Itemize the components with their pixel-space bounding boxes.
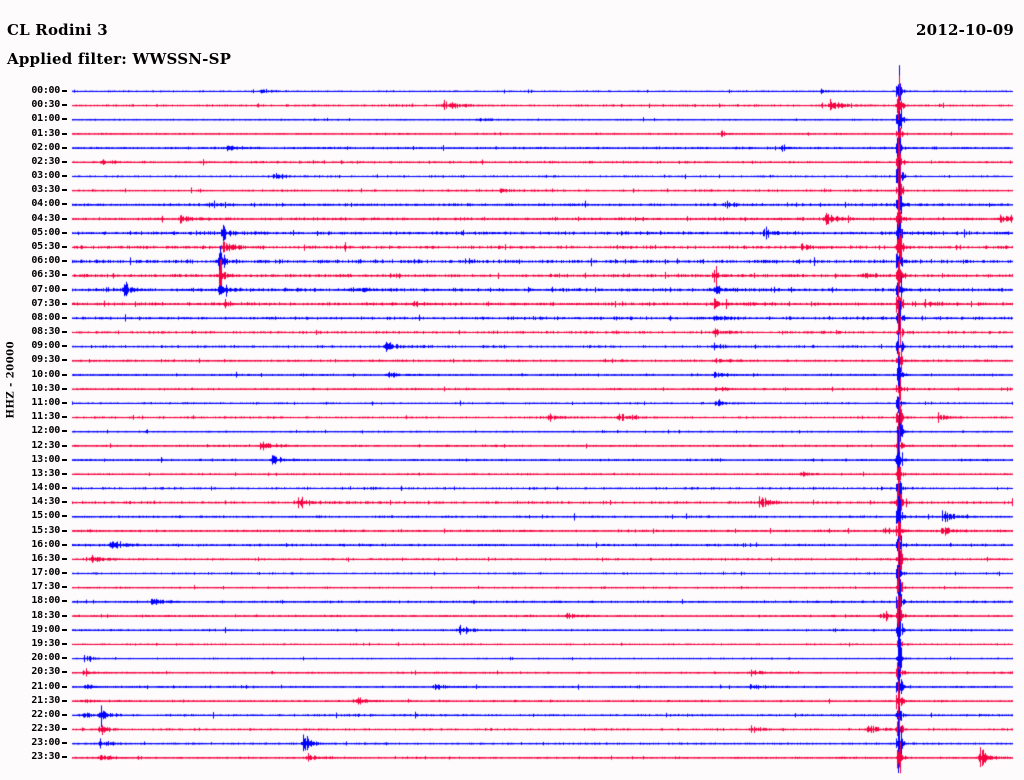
time-label: 22:00 — [31, 708, 60, 720]
time-label: 16:30 — [31, 552, 60, 564]
time-label: 10:30 — [31, 382, 60, 394]
time-label: 17:30 — [31, 581, 60, 593]
time-label: 21:00 — [31, 680, 60, 692]
time-label: 12:00 — [31, 425, 60, 437]
time-label: 15:00 — [31, 510, 60, 522]
time-label: 12:30 — [31, 439, 60, 451]
time-label: 09:00 — [31, 340, 60, 352]
time-label: 05:00 — [31, 226, 60, 238]
time-label: 11:30 — [31, 411, 60, 423]
time-label: 06:00 — [31, 255, 60, 267]
time-label: 19:00 — [31, 623, 60, 635]
time-label: 06:30 — [31, 269, 60, 281]
time-label: 04:30 — [31, 212, 60, 224]
time-label: 08:00 — [31, 311, 60, 323]
time-label: 21:30 — [31, 694, 60, 706]
time-label: 01:30 — [31, 127, 60, 139]
time-label: 02:30 — [31, 155, 60, 167]
time-label: 10:00 — [31, 368, 60, 380]
time-label: 04:00 — [31, 198, 60, 210]
time-label: 11:00 — [31, 396, 60, 408]
time-label: 14:30 — [31, 496, 60, 508]
time-label: 08:30 — [31, 326, 60, 338]
time-label: 20:30 — [31, 666, 60, 678]
time-label: 07:30 — [31, 297, 60, 309]
time-axis-labels: 00:00 00:30 01:00 01:30 02:00 02:30 03:00 03:30… — [0, 0, 60, 780]
time-label: 15:30 — [31, 524, 60, 536]
time-label: 01:00 — [31, 113, 60, 125]
time-label: 23:00 — [31, 737, 60, 749]
time-label: 03:30 — [31, 184, 60, 196]
time-label: 13:00 — [31, 453, 60, 465]
time-label: 00:30 — [31, 99, 60, 111]
time-label: 07:00 — [31, 283, 60, 295]
time-label: 00:00 — [31, 85, 60, 96]
time-label: 03:00 — [31, 170, 60, 182]
time-label: 17:00 — [31, 567, 60, 579]
time-label: 05:30 — [31, 240, 60, 252]
time-label: 09:30 — [31, 354, 60, 366]
time-label: 20:00 — [31, 652, 60, 664]
time-label: 16:00 — [31, 538, 60, 550]
time-label: 14:00 — [31, 482, 60, 494]
time-label: 18:30 — [31, 609, 60, 621]
time-label: 13:30 — [31, 467, 60, 479]
time-label: 23:30 — [31, 751, 60, 763]
time-label: 22:30 — [31, 723, 60, 735]
time-label: 19:30 — [31, 638, 60, 650]
time-label: 18:00 — [31, 595, 60, 607]
time-label: 02:00 — [31, 141, 60, 153]
